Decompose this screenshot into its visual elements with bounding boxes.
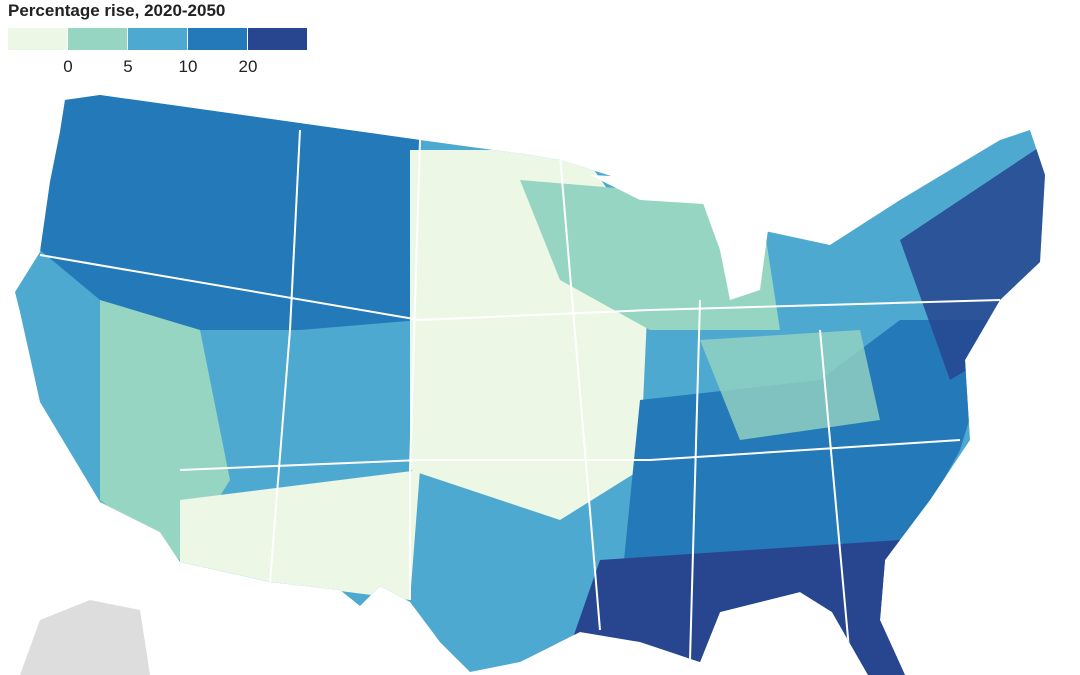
legend-tick-label: 0 [63, 57, 72, 76]
legend: 0 5 10 20 [8, 28, 307, 76]
region [560, 540, 920, 675]
choropleth [15, 95, 1045, 675]
lake [590, 175, 720, 205]
region [100, 300, 230, 560]
legend-tick-label: 10 [179, 57, 198, 76]
region [420, 540, 560, 660]
region [40, 95, 420, 330]
legend-tick-label: 5 [123, 57, 132, 76]
alaska-inset [20, 600, 150, 675]
legend-swatch [128, 28, 187, 50]
legend-tick-label: 20 [239, 57, 258, 76]
region [700, 330, 880, 440]
legend-swatch [188, 28, 247, 50]
legend-swatch [8, 28, 67, 50]
lake [700, 150, 770, 300]
legend-title: Percentage rise, 2020-2050 [8, 1, 225, 20]
legend-swatch [248, 28, 307, 50]
region [180, 470, 420, 600]
legend-swatch [68, 28, 127, 50]
